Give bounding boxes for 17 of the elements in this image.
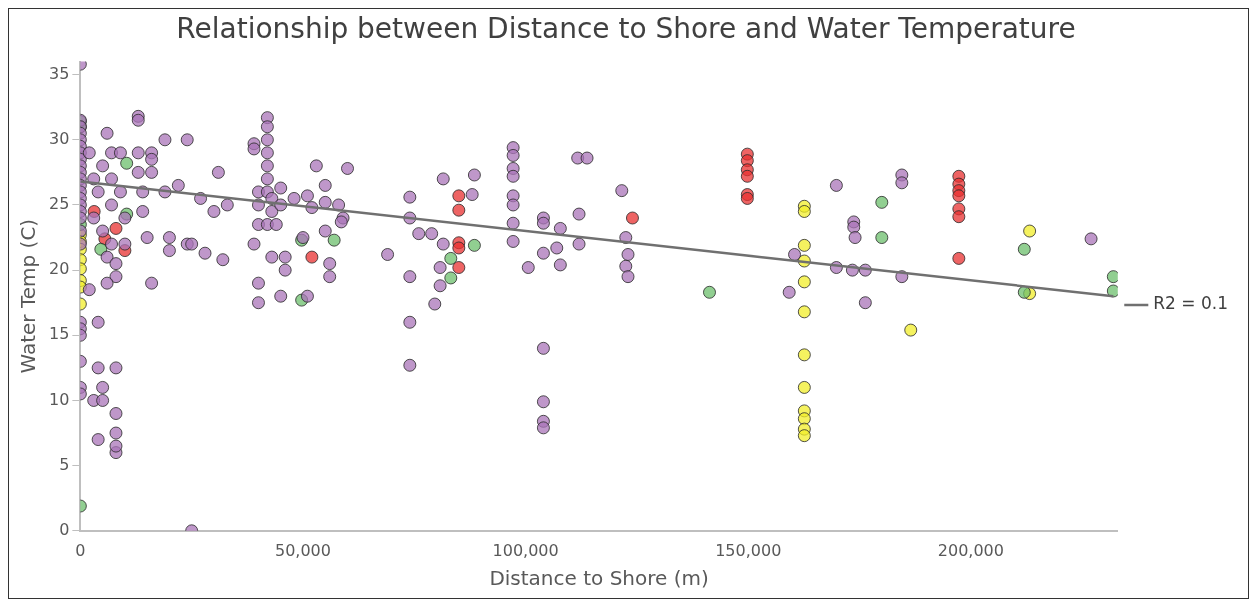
y-tick-label: 10 bbox=[49, 389, 70, 409]
x-tick-label: 0 bbox=[75, 540, 86, 560]
x-tick-label: 100,000 bbox=[492, 540, 559, 560]
chart-title: Relationship between Distance to Shore and Water Temperature bbox=[176, 12, 1076, 46]
y-tick-label: 30 bbox=[49, 128, 70, 148]
y-tick-label: 25 bbox=[49, 194, 70, 214]
x-tick-label: 200,000 bbox=[937, 540, 1004, 560]
x-tick-label: 150,000 bbox=[715, 540, 782, 560]
y-tick-label: 15 bbox=[49, 324, 70, 344]
x-tick-label: 50,000 bbox=[274, 540, 331, 560]
y-axis-title: Water Temp (C) bbox=[16, 218, 41, 374]
y-tick-label: 0 bbox=[59, 519, 70, 539]
y-tick-label: 35 bbox=[49, 63, 70, 83]
x-axis-title: Distance to Shore (m) bbox=[489, 566, 709, 591]
legend-label: R2 = 0.1 bbox=[1153, 293, 1228, 314]
y-tick-label: 20 bbox=[49, 259, 70, 279]
y-tick-label: 5 bbox=[59, 454, 70, 474]
